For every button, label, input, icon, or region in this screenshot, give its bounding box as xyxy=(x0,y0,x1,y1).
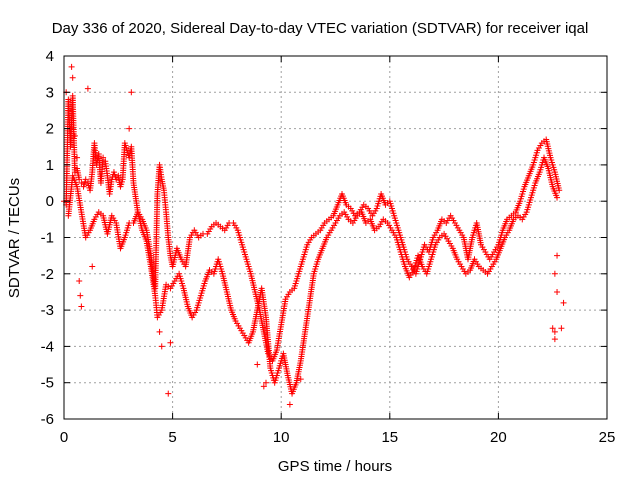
y-tick-label: 4 xyxy=(46,48,54,65)
data-point xyxy=(78,180,85,187)
y-tick-label: 3 xyxy=(46,84,54,101)
data-point xyxy=(68,63,75,70)
x-tick-label: 15 xyxy=(381,429,398,446)
data-point xyxy=(558,325,565,332)
x-tick-label: 10 xyxy=(273,429,290,446)
data-point xyxy=(297,376,304,383)
data-point xyxy=(74,154,81,161)
data-point xyxy=(69,74,76,81)
x-tick-label: 20 xyxy=(490,429,507,446)
data-point xyxy=(554,288,561,295)
y-tick-label: 1 xyxy=(46,157,54,174)
x-tick-label: 5 xyxy=(168,429,176,446)
data-point xyxy=(65,107,72,114)
data-point xyxy=(100,154,107,161)
chart-title: Day 336 of 2020, Sidereal Day-to-day VTE… xyxy=(52,20,589,37)
data-point xyxy=(554,252,561,259)
data-point xyxy=(158,343,165,350)
data-point xyxy=(128,89,135,96)
data-point xyxy=(260,383,267,390)
data-point xyxy=(84,85,91,92)
data-point xyxy=(165,390,172,397)
data-point xyxy=(556,187,563,194)
data-point xyxy=(286,401,293,408)
data-point xyxy=(76,176,83,183)
data-point xyxy=(113,176,120,183)
x-tick-label: 0 xyxy=(60,429,68,446)
y-tick-label: -4 xyxy=(41,338,54,355)
y-tick-label: 2 xyxy=(46,121,54,138)
y-tick-label: -1 xyxy=(41,230,54,247)
data-point xyxy=(549,325,556,332)
data-point xyxy=(551,270,558,277)
y-tick-label: -3 xyxy=(41,302,54,319)
y-tick-label: -6 xyxy=(41,411,54,428)
data-point xyxy=(551,328,558,335)
data-point xyxy=(71,132,78,139)
x-tick-label: 25 xyxy=(599,429,616,446)
y-axis-label: SDTVAR / TECUs xyxy=(6,178,23,298)
axis-ticks: 0 5 10 15 20 25 -6 -5 -4 -3 -2 -1 0 1 2 3 4 xyxy=(41,48,616,446)
data-point xyxy=(76,278,83,285)
y-tick-label: -2 xyxy=(41,266,54,283)
data-point xyxy=(167,339,174,346)
data-point xyxy=(262,379,269,386)
data-point xyxy=(156,328,163,335)
y-tick-label: -5 xyxy=(41,375,54,392)
data-point xyxy=(71,169,78,176)
y-tick-label: 0 xyxy=(46,193,54,210)
data-point xyxy=(254,361,261,368)
data-point xyxy=(77,292,84,299)
data-point xyxy=(82,176,89,183)
data-point xyxy=(551,336,558,343)
data-point xyxy=(560,299,567,306)
data-point xyxy=(78,303,85,310)
data-point xyxy=(89,263,96,270)
x-axis-label: GPS time / hours xyxy=(278,458,392,475)
data-points xyxy=(61,63,567,408)
data-point xyxy=(554,194,561,201)
data-point xyxy=(126,125,133,132)
